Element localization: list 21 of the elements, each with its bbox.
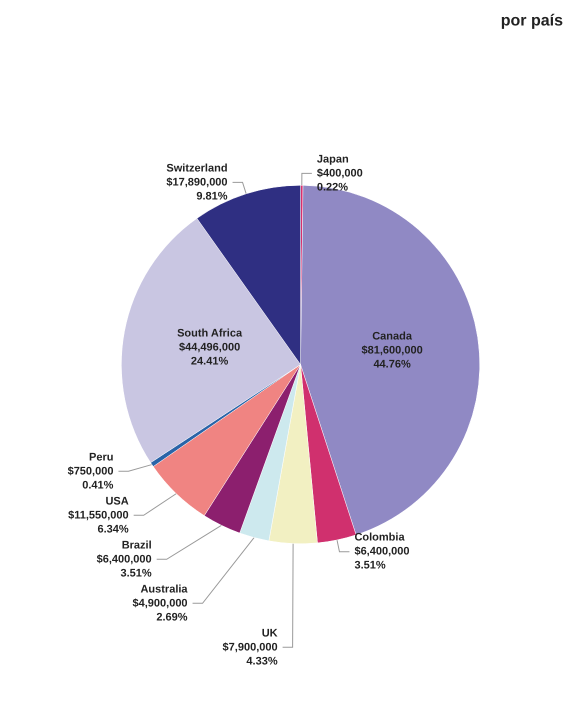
data-label: $6,400,000 3.51% [96,553,152,580]
slice-label: Colombia [354,532,406,544]
slice-label: Switzerland [166,162,228,174]
data-label: $4,900,000 2.69% [132,597,188,624]
slice-label: Japan [316,153,349,166]
slice-label: USA [105,495,129,508]
data-label: $11,550,000 6.34% [68,509,129,536]
slice-label: Brazil [122,539,152,552]
data-label: $81,600,000 44.76% [362,344,423,371]
data-label: $400,000 0.22% [316,167,363,194]
slice-label: UK [262,627,278,640]
data-label: $44,496,000 24.41% [179,341,240,368]
data-label: $750,000 0.41% [68,465,114,492]
data-label: $6,400,000 3.51% [354,546,410,572]
slice-label: Peru [88,451,114,464]
text: por país [500,12,564,30]
data-label: $17,890,000 9.81% [166,176,228,202]
data-label: $7,900,000 4.33% [222,641,278,668]
slice-label: Australia [140,583,188,596]
slice-label: Canada [372,330,413,343]
slice-label: South Africa [177,327,243,340]
